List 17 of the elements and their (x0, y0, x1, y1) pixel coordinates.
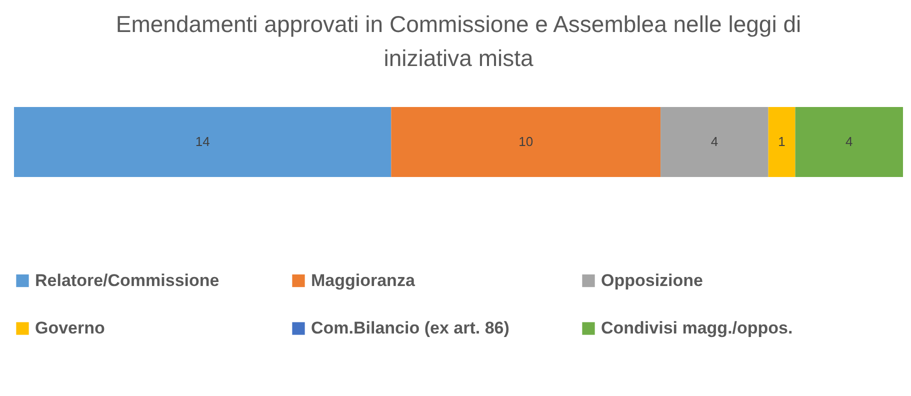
data-label: 10 (518, 134, 534, 149)
legend-label: Com.Bilancio (ex art. 86) (311, 318, 510, 338)
legend-label: Condivisi magg./oppos. (601, 318, 793, 338)
bar (660, 107, 768, 177)
data-label: 14 (195, 134, 210, 149)
data-label: 1 (778, 134, 786, 149)
data-label: 4 (846, 134, 853, 149)
bar (768, 107, 796, 177)
legend-label: Relatore/Commissione (35, 270, 220, 290)
bar (14, 107, 392, 177)
legend-label: Opposizione (601, 270, 703, 290)
data-label: 4 (710, 134, 718, 149)
legend-label: Governo (35, 318, 105, 338)
legend-label: Maggioranza (311, 270, 416, 290)
chart-title: Emendamenti approvati in Commissione e Assemblea nelle leggi di iniziativa mista (116, 11, 802, 71)
bar (795, 107, 903, 177)
bar (391, 107, 661, 177)
